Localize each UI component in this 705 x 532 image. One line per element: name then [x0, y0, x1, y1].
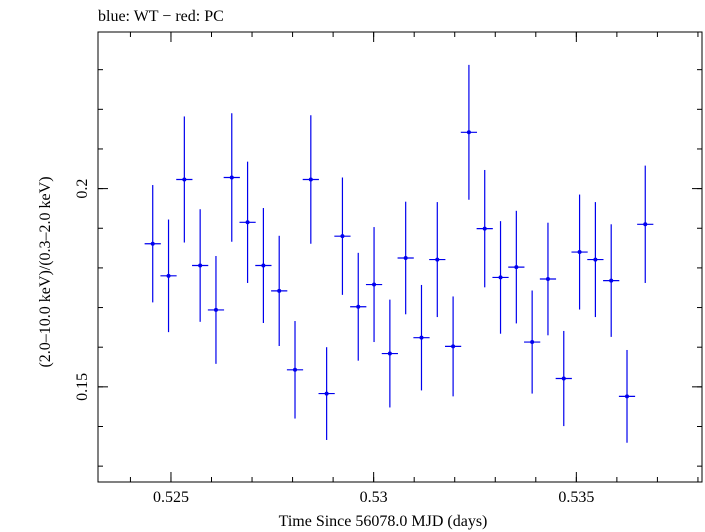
data-point	[334, 177, 351, 295]
data-marker	[577, 250, 582, 255]
data-point	[381, 299, 398, 408]
data-marker	[514, 265, 519, 270]
data-marker	[182, 177, 187, 182]
data-marker	[150, 241, 155, 246]
data-marker	[435, 257, 440, 262]
data-point	[413, 284, 430, 391]
data-marker	[403, 255, 408, 260]
data-marker	[340, 234, 345, 239]
data-point	[239, 161, 256, 283]
data-marker	[324, 391, 329, 396]
data-point	[637, 165, 654, 283]
data-point	[571, 194, 588, 310]
data-marker	[561, 376, 566, 381]
data-point	[444, 296, 462, 397]
data-marker	[545, 277, 550, 282]
plot-frame	[97, 31, 703, 483]
data-point	[460, 64, 478, 200]
data-point	[255, 208, 272, 324]
data-point	[429, 202, 446, 318]
data-marker	[277, 288, 282, 293]
data-marker	[229, 175, 234, 180]
data-point	[318, 347, 335, 440]
data-point	[176, 116, 193, 243]
data-marker	[482, 226, 487, 231]
data-point	[587, 202, 604, 318]
data-point	[476, 169, 493, 288]
data-point	[365, 227, 383, 343]
data-point	[192, 209, 209, 322]
data-marker	[625, 394, 630, 399]
data-marker	[466, 130, 471, 135]
data-series	[144, 64, 654, 443]
data-marker	[643, 222, 648, 227]
data-point	[302, 115, 319, 244]
y-axis-label: (2.0–10.0 keV)/(0.3–2.0 keV)	[37, 176, 54, 367]
data-point	[555, 330, 572, 427]
x-tick-label: 0.525	[153, 489, 189, 506]
x-axis-label: Time Since 56078.0 MJD (days)	[279, 513, 488, 530]
data-point	[223, 113, 240, 242]
data-point	[508, 210, 525, 324]
data-point	[160, 219, 177, 333]
data-marker	[372, 282, 377, 287]
data-point	[286, 321, 304, 419]
y-tick-label: 0.15	[74, 373, 91, 401]
x-tick-label: 0.535	[558, 489, 594, 506]
data-point	[618, 349, 636, 443]
data-point	[271, 235, 288, 347]
data-point	[144, 185, 161, 303]
data-point	[603, 224, 620, 337]
data-marker	[530, 340, 535, 345]
data-marker	[356, 304, 361, 309]
axis-ticks: 0.525 0.53 0.535 0.15 0.2	[74, 32, 702, 506]
data-marker	[293, 367, 298, 372]
data-marker	[451, 344, 456, 349]
data-marker	[419, 335, 424, 340]
data-point	[350, 252, 367, 361]
data-marker	[498, 275, 503, 280]
data-marker	[245, 220, 250, 225]
data-point	[207, 256, 225, 364]
data-marker	[213, 307, 218, 312]
data-point	[492, 221, 509, 334]
data-marker	[387, 351, 392, 356]
data-point	[539, 222, 557, 336]
chart-title: blue: WT − red: PC	[98, 8, 224, 25]
data-marker	[593, 257, 598, 262]
data-point	[397, 201, 414, 315]
data-marker	[166, 273, 171, 278]
data-point	[524, 290, 541, 394]
data-marker	[609, 278, 614, 283]
data-marker	[261, 263, 266, 268]
y-tick-label: 0.2	[74, 179, 91, 199]
x-tick-label: 0.53	[360, 489, 388, 506]
data-marker	[308, 177, 313, 182]
data-marker	[198, 263, 203, 268]
